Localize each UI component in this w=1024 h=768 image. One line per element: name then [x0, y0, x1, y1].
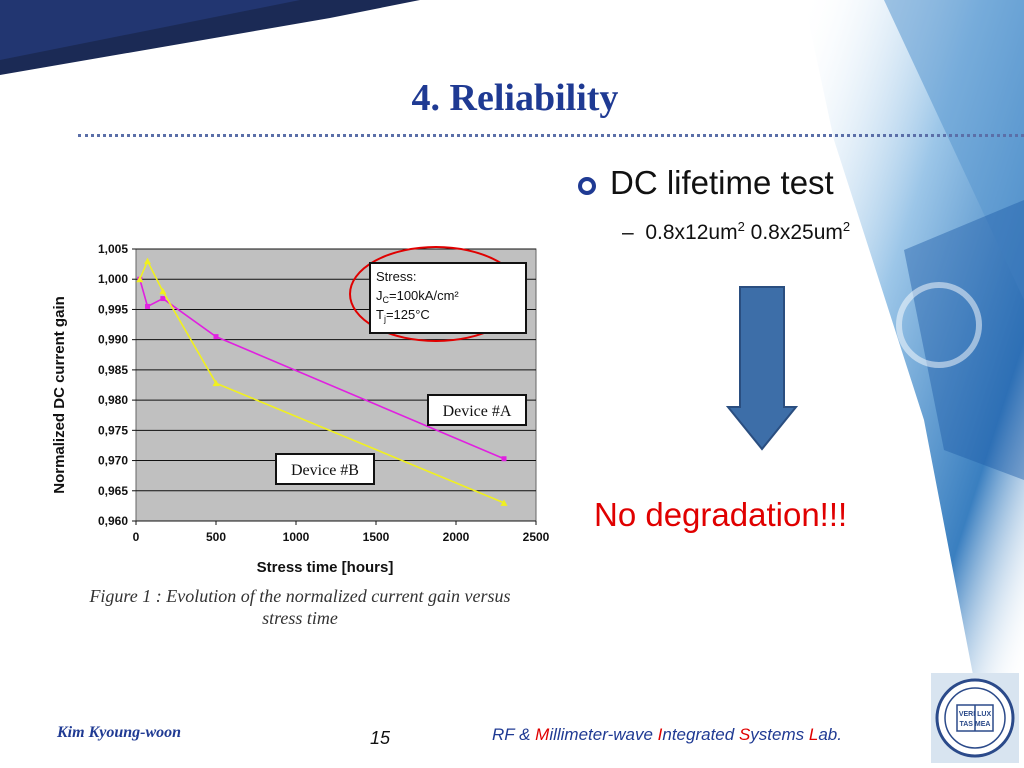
y-tick-label: 1,005 — [98, 242, 128, 256]
data-point — [159, 287, 167, 295]
footer-lab-part: M — [535, 725, 550, 744]
device-a-label: Device #A — [443, 403, 512, 420]
y-tick-label: 0,980 — [98, 393, 128, 407]
current-gain-chart: Normalized DC current gain Stress time [… — [51, 242, 550, 576]
y-tick-label: 0,990 — [98, 333, 128, 347]
annotation-current-density: JC=100kA/cm² — [376, 288, 459, 305]
background-decoration — [804, 0, 1024, 680]
y-tick-label: 0,995 — [98, 302, 128, 316]
footer-page-number: 15 — [370, 728, 391, 748]
x-tick-label: 2500 — [523, 530, 550, 544]
y-tick-label: 0,985 — [98, 363, 128, 377]
data-point — [136, 275, 144, 283]
size-b-exp: 2 — [842, 219, 851, 234]
x-axis-label: Stress time [hours] — [257, 559, 394, 576]
data-point — [500, 499, 508, 506]
header-decoration — [0, 0, 420, 75]
data-point — [160, 296, 166, 302]
footer-lab-part: ntegrated — [662, 725, 739, 744]
y-tick-label: 0,975 — [98, 423, 128, 437]
x-tick-label: 1500 — [363, 530, 390, 544]
x-tick-label: 2000 — [443, 530, 470, 544]
data-point — [213, 334, 219, 340]
annotation-title: Stress: — [376, 269, 416, 284]
x-tick-label: 1000 — [283, 530, 310, 544]
device-a-label-box — [427, 394, 527, 426]
logo-text-2: TAS MEA — [960, 721, 991, 728]
down-arrow-icon — [726, 286, 798, 451]
bullet-text: DC lifetime test — [610, 164, 834, 201]
figure-caption: Figure 1 : Evolution of the normalized c… — [40, 585, 560, 629]
device-b-label-box — [275, 453, 375, 485]
y-tick-label: 1,000 — [98, 272, 128, 286]
device-b-label: Device #B — [291, 462, 359, 479]
size-a-exp: 2 — [737, 219, 745, 234]
footer-author: Kim Kyoung-woon — [57, 724, 182, 741]
title-divider — [78, 134, 1024, 137]
footer-lab-part: ab. — [818, 725, 842, 744]
footer-lab-part: illimeter-wave — [549, 725, 658, 744]
data-point — [144, 257, 152, 265]
y-tick-label: 0,970 — [98, 454, 128, 468]
footer-lab-part: ystems — [750, 725, 809, 744]
logo-text-1: VERI LUX — [959, 711, 992, 718]
slide-title: 4. Reliability — [411, 77, 619, 119]
university-logo: VERI LUX TAS MEA — [931, 673, 1019, 763]
caption-line-1: Figure 1 : Evolution of the normalized c… — [89, 586, 511, 606]
data-point — [145, 303, 151, 309]
size-a: 0.8x12um — [645, 221, 738, 244]
x-tick-label: 500 — [206, 530, 226, 544]
size-b: 0.8x25um — [750, 221, 843, 244]
y-tick-label: 0,965 — [98, 484, 128, 498]
caption-line-2: stress time — [262, 608, 338, 628]
footer-lab-part: L — [808, 725, 819, 744]
bullet-icon — [578, 177, 596, 195]
data-point — [212, 379, 220, 387]
x-tick-label: 0 — [133, 530, 140, 544]
y-axis-label: Normalized DC current gain — [51, 296, 68, 494]
conclusion-text: No degradation!!! — [594, 496, 848, 533]
sub-bullet: – 0.8x12um2 0.8x25um2 — [622, 219, 851, 244]
annotation-temperature: Tj=125°C — [376, 307, 430, 324]
data-point — [501, 456, 507, 462]
y-tick-label: 0,960 — [98, 514, 128, 528]
footer-lab-part: S — [738, 725, 751, 744]
footer-lab-part: I — [657, 725, 663, 744]
footer-lab-part: RF & — [492, 725, 536, 744]
footer-lab-name: RF & Millimeter-wave Integrated Systems … — [492, 725, 842, 745]
stress-annotation-box — [369, 262, 527, 334]
